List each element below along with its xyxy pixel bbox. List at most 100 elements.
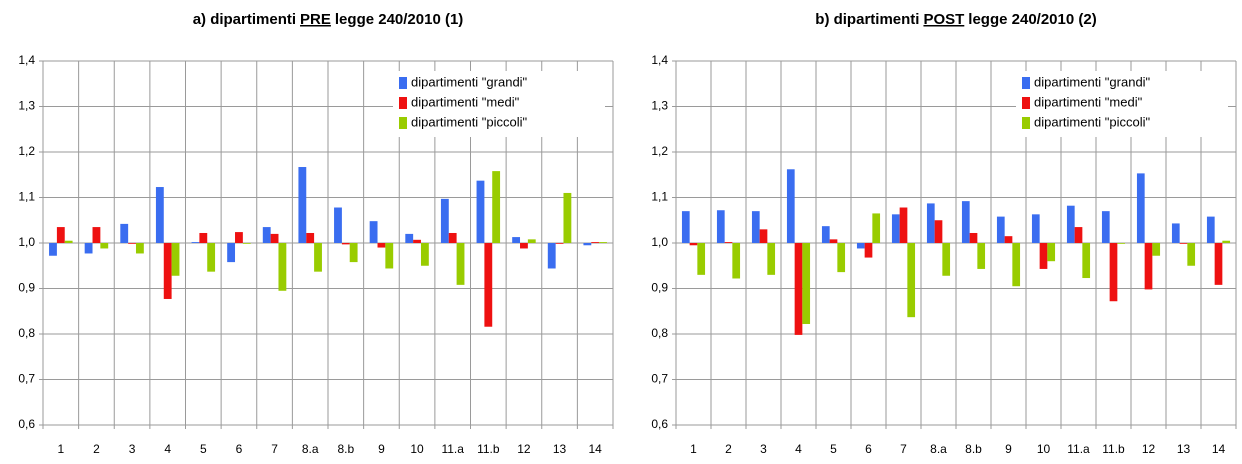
bar xyxy=(527,239,536,243)
x-tick-label: 12 xyxy=(1142,442,1156,456)
x-tick-label: 9 xyxy=(378,442,385,456)
bar xyxy=(278,243,287,291)
bar xyxy=(555,243,564,244)
bar xyxy=(563,192,572,243)
legend-label: dipartimenti "piccoli" xyxy=(1034,114,1151,129)
bar xyxy=(934,220,943,243)
bar xyxy=(829,239,838,243)
bar xyxy=(1144,243,1153,290)
bar xyxy=(92,227,101,243)
bar xyxy=(907,243,916,318)
x-tick-label: 5 xyxy=(200,442,207,456)
bar xyxy=(520,243,528,249)
x-tick-label: 5 xyxy=(830,442,837,456)
x-tick-label: 8.a xyxy=(302,442,319,456)
bar xyxy=(484,243,493,327)
bar xyxy=(767,243,776,275)
x-tick-label: 14 xyxy=(589,442,603,456)
legend-box xyxy=(1016,71,1228,137)
y-tick-label: 0,9 xyxy=(651,281,668,295)
bar xyxy=(349,243,358,263)
bar xyxy=(1222,240,1231,243)
y-tick-label: 0,9 xyxy=(18,281,35,295)
legend-label: dipartimenti "medi" xyxy=(411,94,520,109)
x-tick-label: 1 xyxy=(690,442,697,456)
bar xyxy=(1012,243,1021,287)
title-emphasis: PRE xyxy=(300,11,331,28)
bar xyxy=(420,243,429,266)
bar xyxy=(334,207,342,243)
bar xyxy=(120,223,129,243)
x-tick-label: 11.a xyxy=(1067,442,1090,456)
y-tick-label: 1,4 xyxy=(651,53,668,67)
bar xyxy=(1152,243,1161,256)
bar xyxy=(837,243,846,273)
y-tick-label: 1,2 xyxy=(651,144,668,158)
bar xyxy=(926,203,935,243)
x-tick-label: 11.a xyxy=(441,442,464,456)
bar xyxy=(100,243,109,249)
chart-title: b) dipartimenti POST legge 240/2010 (2) xyxy=(815,11,1096,28)
bar xyxy=(977,243,986,269)
bar xyxy=(899,207,908,243)
x-tick-label: 6 xyxy=(236,442,243,456)
bar xyxy=(171,243,180,276)
bar xyxy=(199,232,208,243)
title-suffix: legge 240/2010 (2) xyxy=(968,11,1096,28)
bar xyxy=(262,227,271,243)
legend-swatch xyxy=(399,117,407,129)
legend-label: dipartimenti "piccoli" xyxy=(411,114,528,129)
bar xyxy=(456,243,465,285)
y-tick-label: 0,7 xyxy=(18,372,35,386)
bar xyxy=(163,243,172,299)
title-prefix: b) dipartimenti xyxy=(815,11,919,28)
bar xyxy=(56,227,65,243)
x-tick-label: 8.b xyxy=(337,442,354,456)
y-tick-label: 1,1 xyxy=(18,190,35,204)
x-tick-label: 7 xyxy=(271,442,278,456)
y-tick-label: 0,8 xyxy=(18,326,35,340)
chart-title: a) dipartimenti PRE legge 240/2010 (1) xyxy=(193,11,464,28)
bar xyxy=(476,180,485,243)
bar xyxy=(751,211,760,243)
bar xyxy=(1117,243,1126,244)
bar xyxy=(681,211,690,243)
y-tick-label: 1,0 xyxy=(18,235,35,249)
bar xyxy=(942,243,951,276)
bar xyxy=(405,233,414,243)
y-tick-label: 0,8 xyxy=(651,326,668,340)
bar xyxy=(84,243,93,254)
legend-label: dipartimenti "grandi" xyxy=(1034,74,1151,89)
bar xyxy=(341,243,350,245)
legend-swatch xyxy=(399,97,407,109)
x-tick-label: 4 xyxy=(795,442,802,456)
bar xyxy=(1214,243,1223,285)
bar xyxy=(377,243,386,248)
title-emphasis: POST xyxy=(923,11,964,28)
y-tick-label: 1,4 xyxy=(18,53,35,67)
bar xyxy=(235,232,243,243)
legend-label: dipartimenti "grandi" xyxy=(411,74,528,89)
bar xyxy=(413,239,421,243)
x-tick-label: 1 xyxy=(57,442,64,456)
legend-box xyxy=(393,71,605,137)
bar xyxy=(1171,223,1180,243)
x-tick-label: 8.a xyxy=(930,442,947,456)
y-tick-label: 0,6 xyxy=(18,417,35,431)
x-tick-label: 10 xyxy=(1037,442,1051,456)
bar xyxy=(512,237,521,243)
title-suffix: legge 240/2010 (1) xyxy=(335,11,463,28)
bar xyxy=(864,243,873,258)
bar xyxy=(492,171,501,243)
bar xyxy=(385,243,394,269)
x-tick-label: 10 xyxy=(410,442,424,456)
bar xyxy=(872,213,881,243)
y-tick-label: 1,3 xyxy=(18,99,35,113)
bar xyxy=(314,243,322,272)
bar xyxy=(856,243,865,249)
y-tick-label: 1,1 xyxy=(651,190,668,204)
y-tick-label: 1,2 xyxy=(18,144,35,158)
bar xyxy=(1179,243,1188,244)
bar xyxy=(689,243,698,246)
bar xyxy=(369,221,378,243)
